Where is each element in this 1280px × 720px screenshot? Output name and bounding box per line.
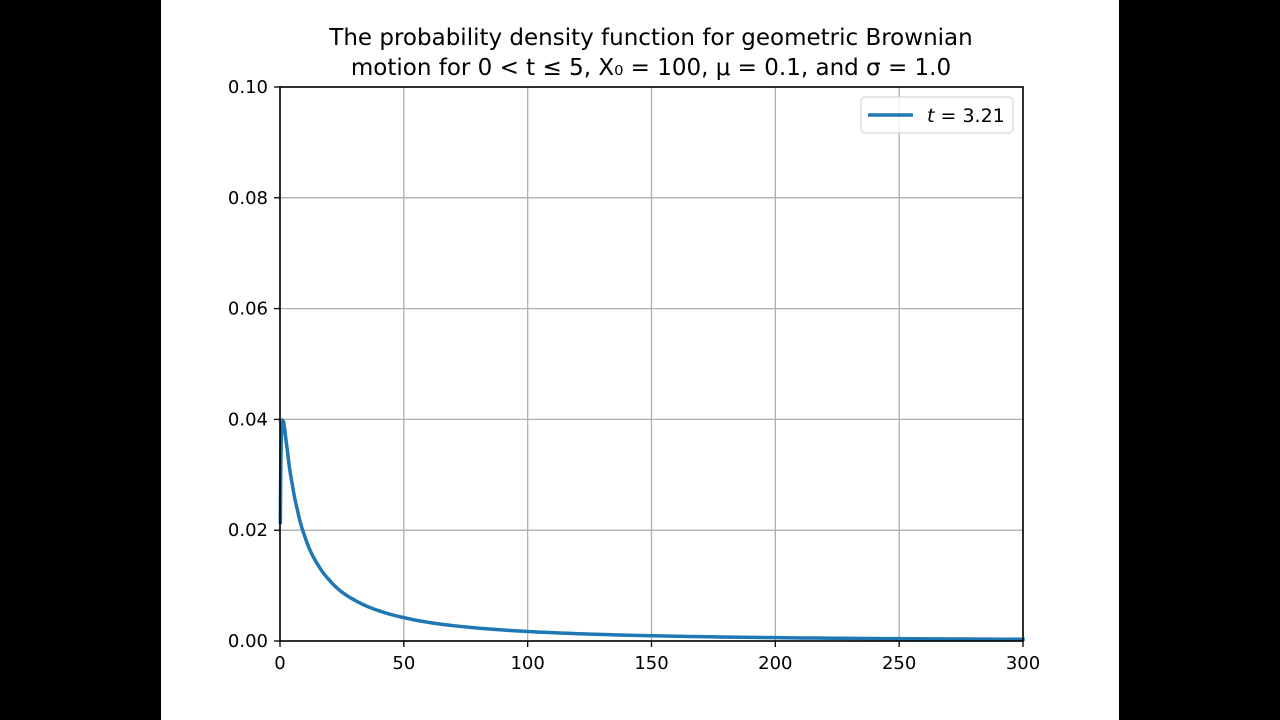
y-tick-label: 0.06 bbox=[228, 299, 268, 320]
x-tick-label: 150 bbox=[634, 653, 668, 674]
y-tick-label: 0.08 bbox=[228, 188, 268, 209]
y-tick-label: 0.00 bbox=[228, 631, 268, 652]
y-tick-label: 0.02 bbox=[228, 520, 268, 541]
x-axis-ticks: 0 50 100 150 200 250 300 bbox=[274, 641, 1040, 674]
figure: The probability density function for geo… bbox=[161, 0, 1119, 720]
grid-lines bbox=[279, 86, 1024, 642]
y-axis-ticks: 0.00 0.02 0.04 0.06 0.08 0.10 bbox=[228, 77, 280, 652]
x-tick-label: 300 bbox=[1006, 653, 1040, 674]
x-tick-label: 250 bbox=[882, 653, 916, 674]
pdf-curve bbox=[278, 418, 1025, 642]
title-line-1: The probability density function for geo… bbox=[328, 25, 972, 51]
legend-value: = 3.21 bbox=[934, 105, 1004, 127]
x-tick-label: 50 bbox=[392, 653, 415, 674]
x-tick-label: 200 bbox=[758, 653, 792, 674]
legend-label: t = 3.21 bbox=[927, 105, 1005, 127]
data-series-line bbox=[278, 418, 1025, 642]
legend-var: t bbox=[927, 105, 936, 127]
x-tick-label: 100 bbox=[510, 653, 544, 674]
x-tick-label: 0 bbox=[274, 653, 285, 674]
chart-title: The probability density function for geo… bbox=[328, 25, 972, 81]
y-tick-label: 0.04 bbox=[228, 409, 268, 430]
y-tick-label: 0.10 bbox=[228, 77, 268, 98]
legend-box bbox=[860, 96, 1014, 134]
title-line-2: motion for 0 < t ≤ 5, X₀ = 100, μ = 0.1,… bbox=[351, 55, 951, 81]
legend: t = 3.21 bbox=[860, 96, 1014, 134]
